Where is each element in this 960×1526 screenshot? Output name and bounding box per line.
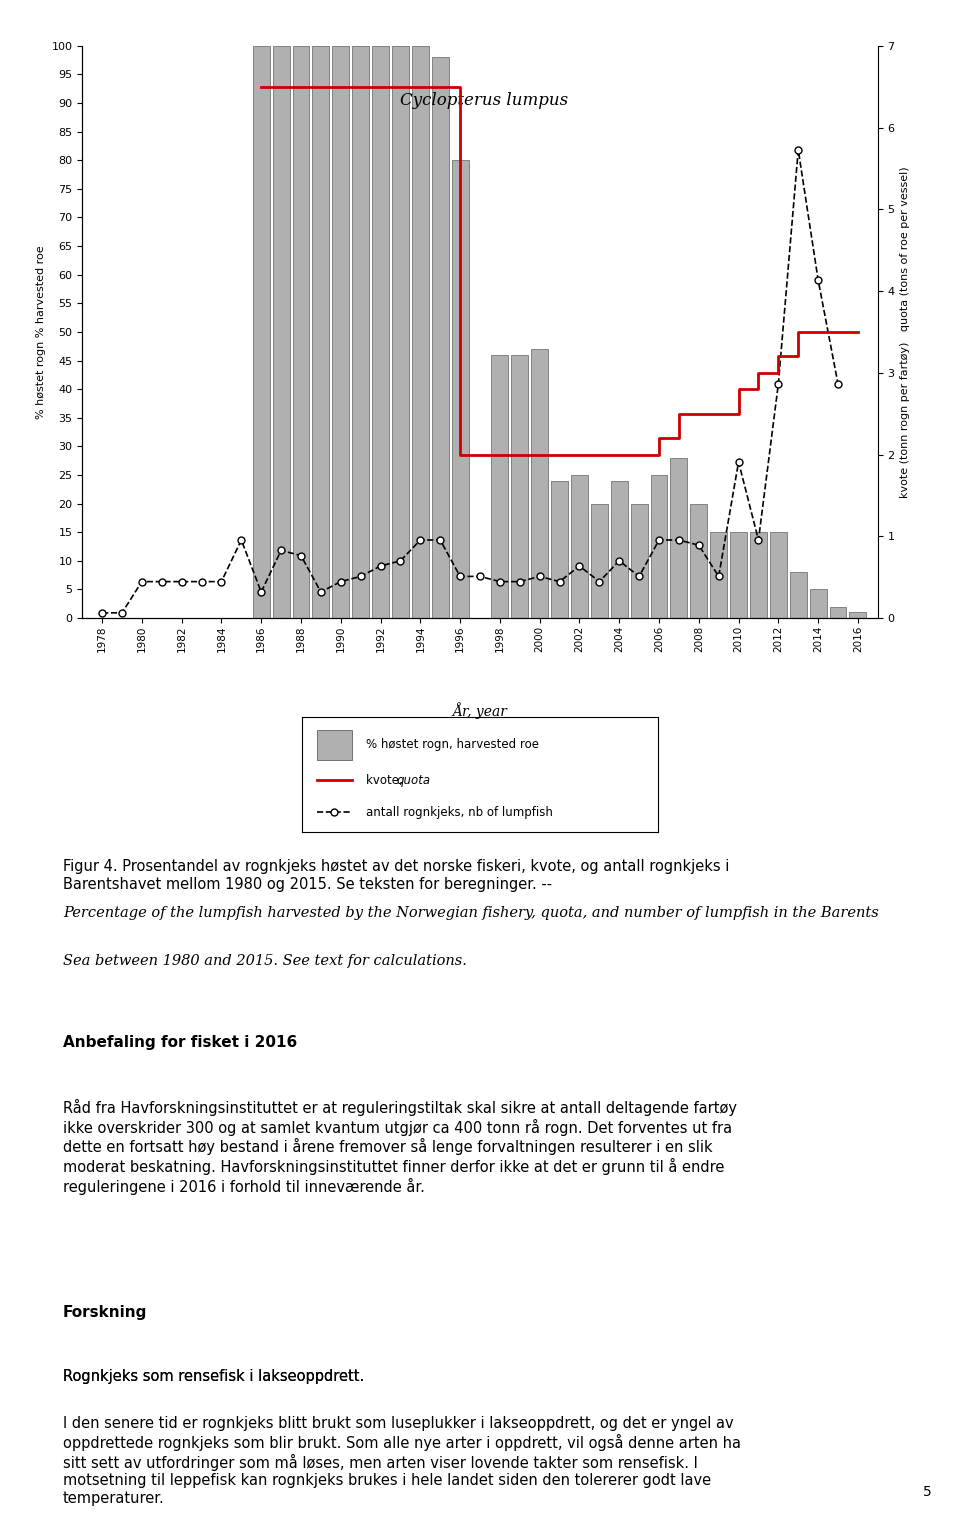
Text: Percentage of the lumpfish harvested by the Norwegian fishery, quota, and number: Percentage of the lumpfish harvested by …	[63, 906, 878, 920]
Bar	[611, 481, 628, 618]
Bar	[512, 356, 528, 618]
Bar	[312, 46, 329, 618]
Bar	[651, 475, 667, 618]
Bar	[317, 729, 352, 760]
Text: Forskning: Forskning	[63, 1305, 148, 1320]
Bar	[750, 533, 767, 618]
Bar	[731, 533, 747, 618]
Text: quota: quota	[396, 774, 431, 787]
Text: Rognkjeks som rensefisk i lakseoppdrett.: Rognkjeks som rensefisk i lakseoppdrett.	[63, 1369, 364, 1384]
Text: Sea between 1980 and 2015. See text for calculations.: Sea between 1980 and 2015. See text for …	[63, 954, 467, 967]
Bar	[451, 160, 468, 618]
Bar	[492, 356, 509, 618]
Bar	[551, 481, 568, 618]
Bar	[670, 458, 687, 618]
Bar	[571, 475, 588, 618]
Bar	[809, 589, 827, 618]
Bar	[829, 606, 847, 618]
Text: Anbefaling for fisket i 2016: Anbefaling for fisket i 2016	[63, 1035, 298, 1050]
Bar	[372, 46, 389, 618]
Bar	[412, 46, 429, 618]
Bar	[710, 533, 727, 618]
Bar	[591, 504, 608, 618]
Bar	[332, 46, 349, 618]
Y-axis label: % høstet rogn % harvested roe: % høstet rogn % harvested roe	[36, 246, 46, 418]
Text: 5: 5	[923, 1485, 931, 1499]
Text: % høstet rogn, harvested roe: % høstet rogn, harvested roe	[367, 739, 540, 751]
Bar	[631, 504, 648, 618]
Bar	[273, 46, 290, 618]
Bar	[252, 46, 270, 618]
Bar	[293, 46, 309, 618]
Text: År, year: År, year	[452, 702, 508, 719]
Bar	[531, 349, 548, 618]
Text: Figur 4. Prosentandel av rognkjeks høstet av det norske fiskeri, kvote, og antal: Figur 4. Prosentandel av rognkjeks høste…	[63, 859, 730, 891]
Bar	[392, 46, 409, 618]
Text: antall rognkjeks, nb of lumpfish: antall rognkjeks, nb of lumpfish	[367, 806, 553, 819]
Bar	[352, 46, 369, 618]
Bar	[790, 572, 806, 618]
Bar	[432, 56, 448, 618]
Text: Rognkjeks som rensefisk i lakseoppdrett.: Rognkjeks som rensefisk i lakseoppdrett.	[63, 1369, 364, 1384]
Text: Cyclopterus lumpus: Cyclopterus lumpus	[400, 92, 568, 108]
Y-axis label: kvote (tonn rogn per fartøy)   quota (tons of roe per vessel): kvote (tonn rogn per fartøy) quota (tons…	[900, 166, 910, 497]
Text: I den senere tid er rognkjeks blitt brukt som luseplukker i lakseoppdrett, og de: I den senere tid er rognkjeks blitt bruk…	[63, 1416, 741, 1506]
Text: Råd fra Havforskningsinstituttet er at reguleringstiltak skal sikre at antall de: Råd fra Havforskningsinstituttet er at r…	[63, 1099, 737, 1195]
Bar	[850, 612, 866, 618]
Bar	[690, 504, 708, 618]
Text: kvote,: kvote,	[367, 774, 407, 787]
Bar	[770, 533, 787, 618]
